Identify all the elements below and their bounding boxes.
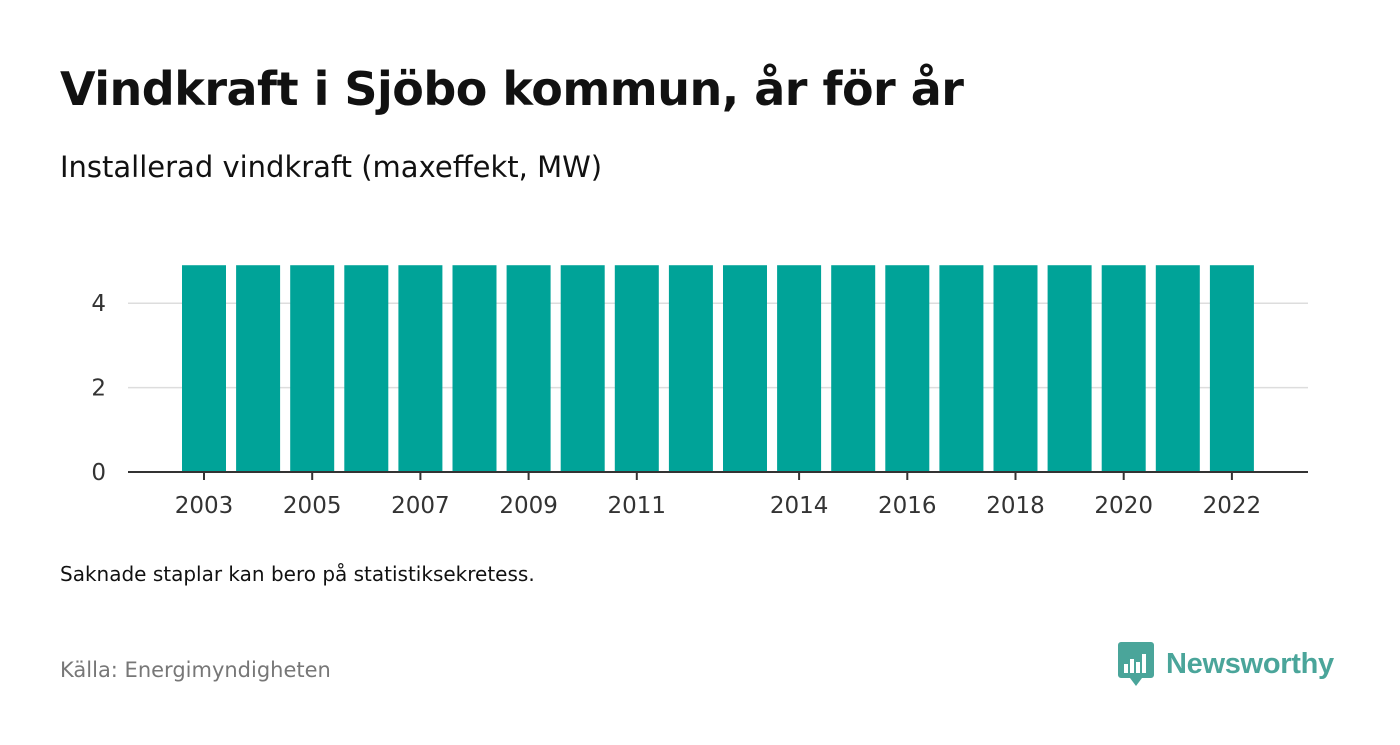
bar-2010 <box>560 265 605 472</box>
brand-name: Newsworthy <box>1166 647 1334 680</box>
y-tick-label: 0 <box>91 460 106 486</box>
y-tick-label: 4 <box>91 291 106 317</box>
bar-2005 <box>290 265 335 472</box>
bar-2004 <box>236 265 281 472</box>
chart-title: Vindkraft i Sjöbo kommun, år för år <box>60 62 964 116</box>
x-tick-label: 2007 <box>391 493 450 519</box>
bar-2007 <box>398 265 443 472</box>
x-tick-label: 2005 <box>283 493 342 519</box>
source-credit: Källa: Energimyndigheten <box>60 658 331 682</box>
bar-2014 <box>777 265 822 472</box>
bar-2013 <box>723 265 767 472</box>
x-tick-label: 2009 <box>499 493 558 519</box>
bar-2016 <box>885 265 930 472</box>
bar-2022 <box>1209 265 1254 472</box>
footnote: Saknade staplar kan bero på statistiksek… <box>60 562 535 586</box>
y-tick-label: 2 <box>91 376 106 402</box>
x-tick-label: 2003 <box>175 493 234 519</box>
newsworthy-logo: Newsworthy <box>1118 642 1334 686</box>
bar-2015 <box>831 265 876 472</box>
bar-2017 <box>939 265 984 472</box>
bar-2018 <box>993 265 1038 472</box>
bar-2019 <box>1047 265 1092 472</box>
bar-2012 <box>668 265 713 472</box>
bar-2006 <box>344 265 389 472</box>
x-tick-label: 2014 <box>770 493 829 519</box>
bar-2021 <box>1155 265 1200 472</box>
x-tick-label: 2020 <box>1094 493 1153 519</box>
x-tick-label: 2018 <box>986 493 1045 519</box>
x-tick-label: 2022 <box>1203 493 1262 519</box>
bar-2003 <box>182 265 226 472</box>
bar-2020 <box>1101 265 1146 472</box>
bar-chart: 0 2 4 2003 2005 2007 2009 2011 2014 2016 2018 2020 2… <box>91 265 1308 519</box>
newsworthy-logo-icon <box>1118 642 1154 686</box>
x-tick-label: 2016 <box>878 493 937 519</box>
bar-2011 <box>614 265 659 472</box>
chart-subtitle: Installerad vindkraft (maxeffekt, MW) <box>60 150 603 184</box>
x-tick-label: 2011 <box>608 493 667 519</box>
bar-2008 <box>452 265 497 472</box>
bar-2009 <box>506 265 551 472</box>
